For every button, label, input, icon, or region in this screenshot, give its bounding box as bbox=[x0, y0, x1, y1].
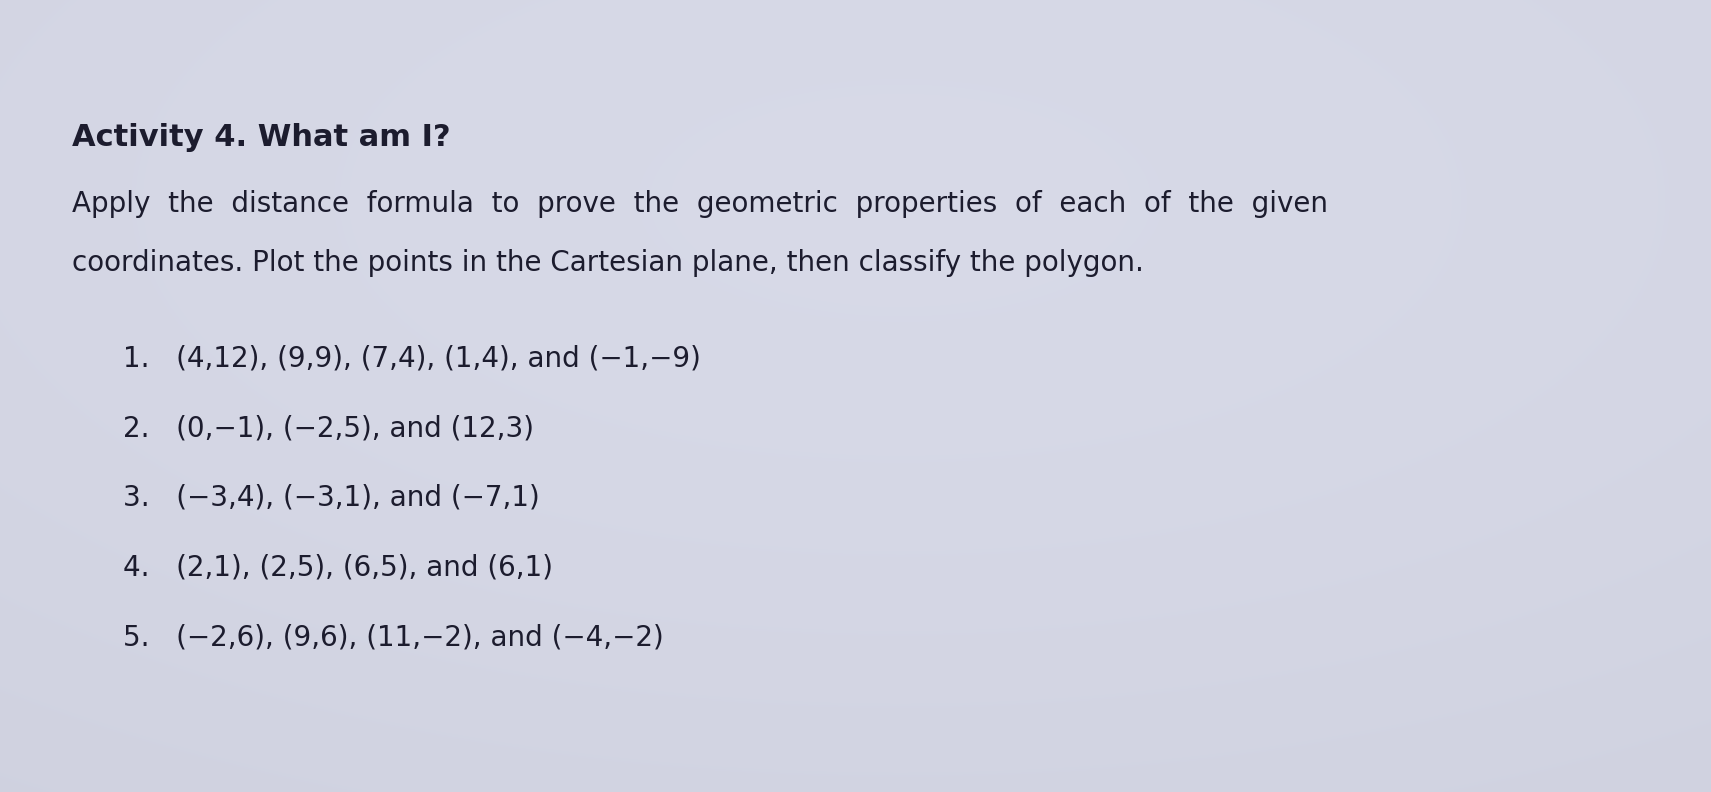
Text: coordinates. Plot the points in the Cartesian plane, then classify the polygon.: coordinates. Plot the points in the Cart… bbox=[72, 249, 1143, 277]
Text: 2.   (0,−1), (−2,5), and (12,3): 2. (0,−1), (−2,5), and (12,3) bbox=[123, 414, 534, 442]
Text: 1.   (4,12), (9,9), (7,4), (1,4), and (−1,−9): 1. (4,12), (9,9), (7,4), (1,4), and (−1,… bbox=[123, 345, 702, 372]
Text: Activity 4. What am I?: Activity 4. What am I? bbox=[72, 123, 450, 152]
Text: 4.   (2,1), (2,5), (6,5), and (6,1): 4. (2,1), (2,5), (6,5), and (6,1) bbox=[123, 554, 553, 581]
Text: Apply  the  distance  formula  to  prove  the  geometric  properties  of  each  : Apply the distance formula to prove the … bbox=[72, 190, 1328, 218]
Text: 3.   (−3,4), (−3,1), and (−7,1): 3. (−3,4), (−3,1), and (−7,1) bbox=[123, 484, 541, 512]
Text: 5.   (−2,6), (9,6), (11,−2), and (−4,−2): 5. (−2,6), (9,6), (11,−2), and (−4,−2) bbox=[123, 623, 664, 651]
